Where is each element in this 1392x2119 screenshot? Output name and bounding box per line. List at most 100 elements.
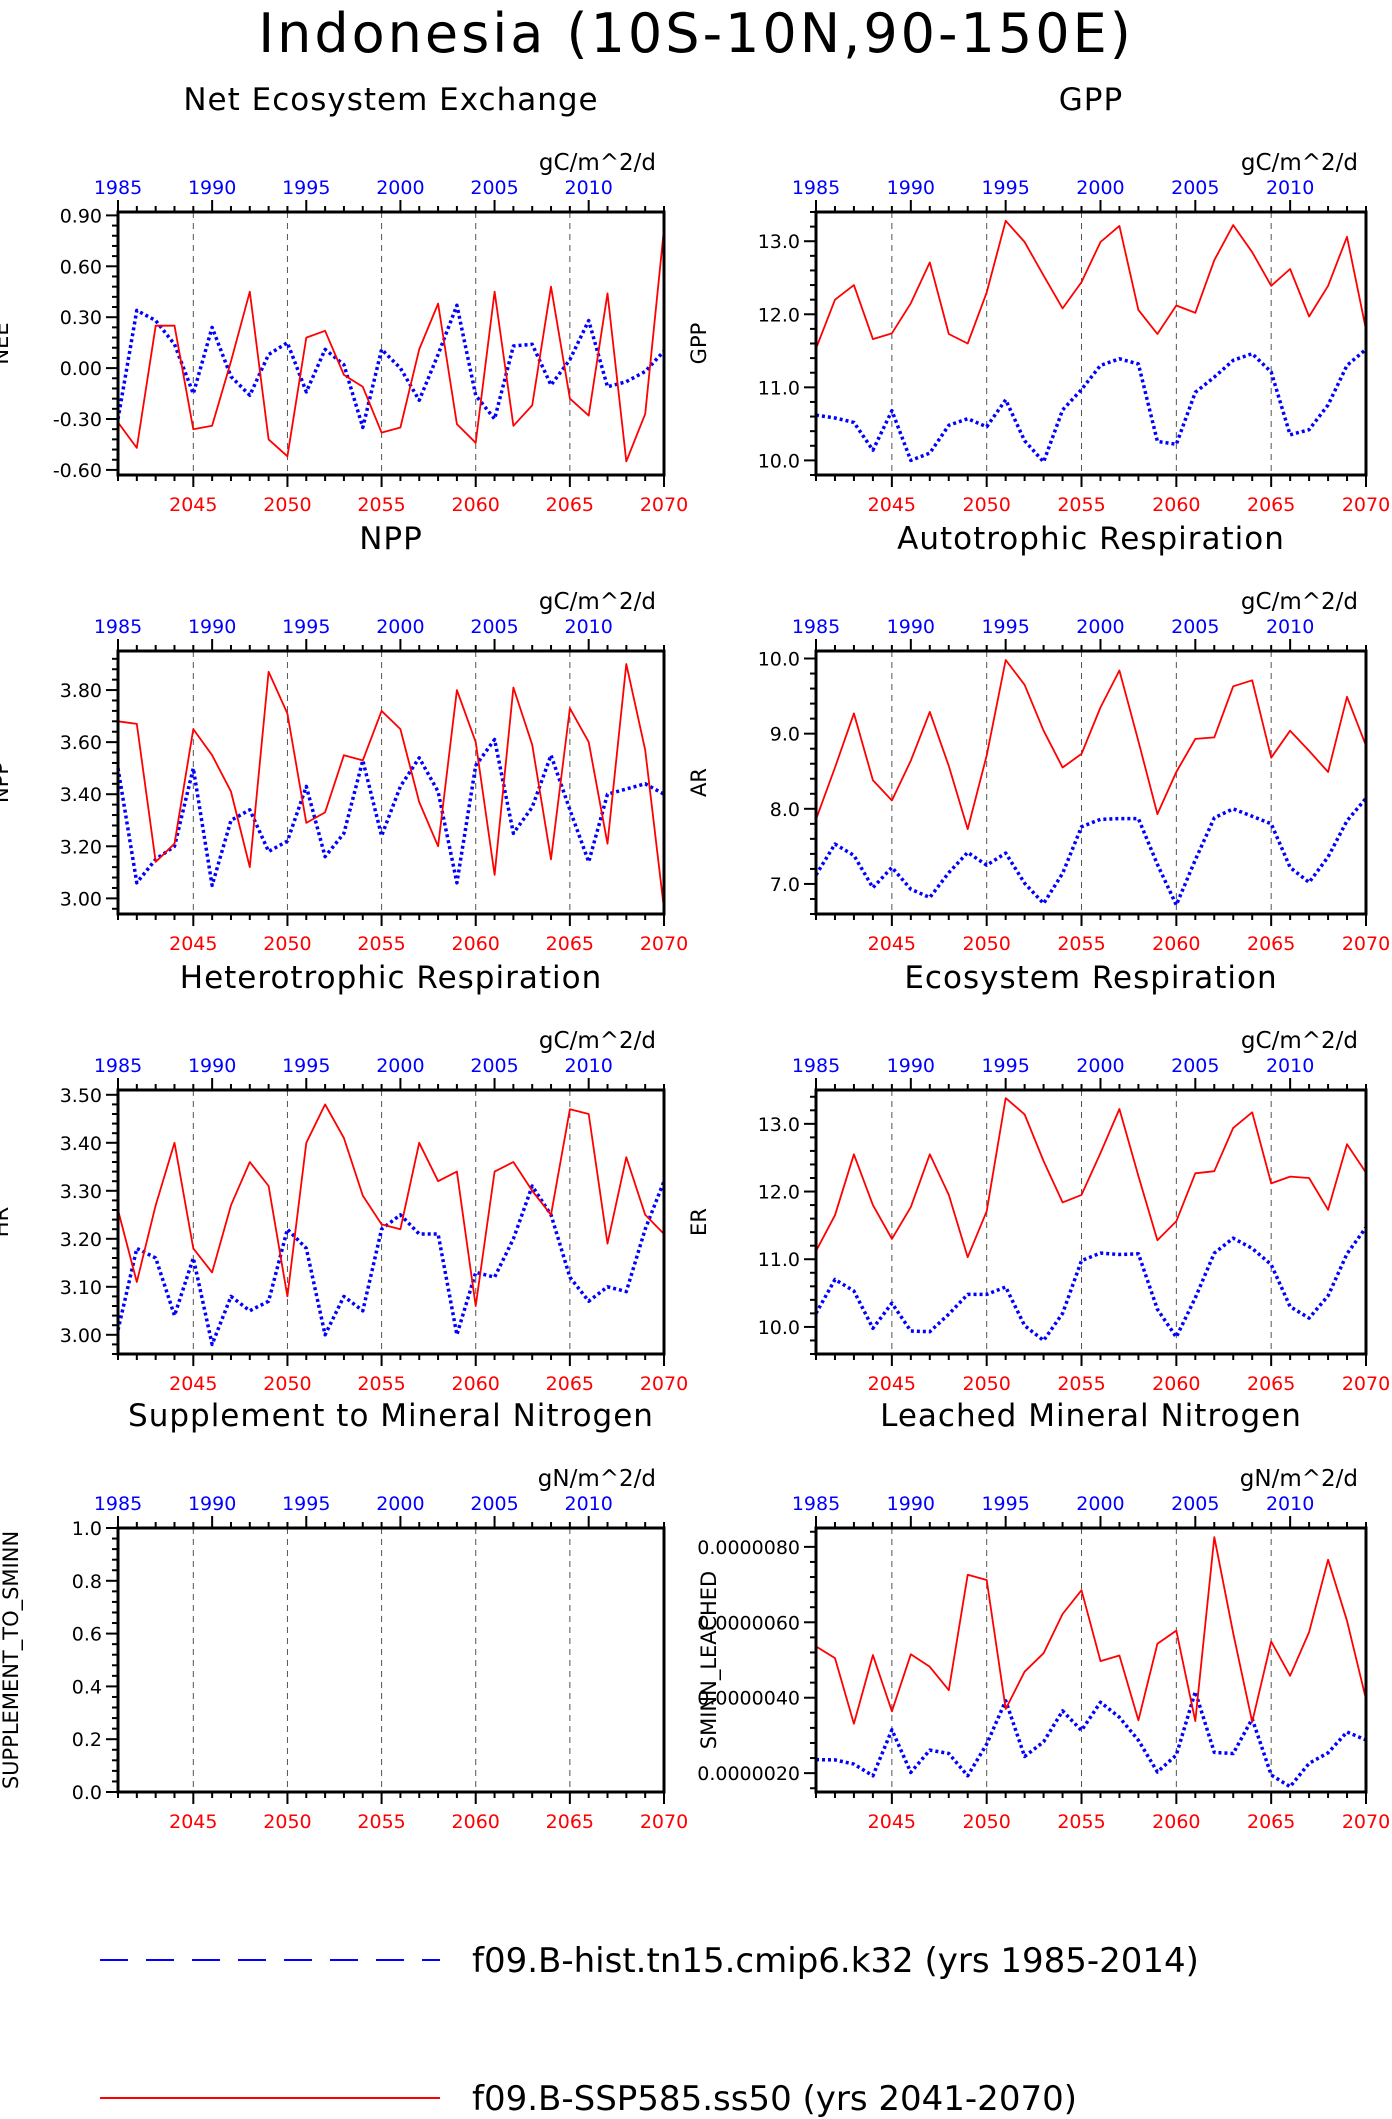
x-bottom-tick-label: 2065: [546, 1811, 594, 1833]
y-tick-label: 0.60: [60, 256, 102, 278]
x-bottom-tick-label: 2055: [357, 1373, 405, 1395]
x-bottom-tick-label: 2060: [1152, 1373, 1200, 1395]
series-line-historical: [815, 1689, 1367, 1789]
x-bottom-tick-label: 2070: [640, 1811, 688, 1833]
y-axis-label: AR: [687, 768, 711, 797]
y-tick-label: 0.0000080: [697, 1537, 800, 1559]
chart-title: Autotrophic Respiration: [897, 521, 1285, 557]
chart-panel: Heterotrophic Respiration gC/m^2/d HR 1985 1…: [0, 960, 688, 1395]
x-bottom-tick-label: 2060: [1152, 1811, 1200, 1833]
y-tick-label: 9.0: [770, 724, 800, 746]
x-top-tick-label: 2000: [376, 177, 424, 199]
x-bottom-tick-label: 2055: [1057, 1811, 1105, 1833]
x-top-tick-label: 2010: [1266, 1493, 1314, 1515]
x-bottom-tick-label: 2060: [1152, 494, 1200, 516]
x-top-tick-label: 1990: [188, 1493, 236, 1515]
x-bottom-tick-label: 2045: [169, 494, 217, 516]
y-tick-label: 10.0: [758, 450, 800, 472]
series-line-historical: [116, 1180, 666, 1347]
x-top-tick-label: 1990: [188, 177, 236, 199]
y-tick-label: 3.60: [60, 732, 102, 754]
chart-title: NPP: [359, 521, 423, 557]
x-top-tick-label: 1995: [981, 1493, 1029, 1515]
x-top-tick-label: 2005: [1171, 177, 1219, 199]
x-top-tick-label: 1990: [188, 1055, 236, 1077]
y-axis-label: ER: [687, 1208, 711, 1236]
plot-frame: [814, 649, 1368, 916]
plot-frame: [814, 210, 1368, 477]
series-line-future: [815, 1536, 1367, 1725]
x-bottom-tick-label: 2045: [868, 1811, 916, 1833]
x-top-tick-label: 1995: [981, 177, 1029, 199]
plot-frame: [116, 1088, 666, 1356]
x-top-tick-label: 1995: [981, 1055, 1029, 1077]
chart-panel: Ecosystem Respiration gC/m^2/d ER 1985 1990 1…: [687, 960, 1390, 1395]
x-bottom-tick-label: 2050: [963, 1811, 1011, 1833]
y-tick-label: 0.2: [72, 1729, 102, 1751]
y-tick-label: 3.20: [60, 1229, 102, 1251]
chart-title: Heterotrophic Respiration: [180, 960, 602, 996]
y-tick-label: 0.00: [60, 358, 102, 380]
x-bottom-tick-label: 2045: [169, 1373, 217, 1395]
x-top-tick-label: 1990: [887, 1055, 935, 1077]
series-line-historical: [814, 797, 1368, 907]
x-top-tick-label: 2010: [565, 1055, 613, 1077]
x-top-tick-label: 2010: [565, 616, 613, 638]
series-line-future: [117, 663, 665, 909]
y-tick-label: 13.0: [758, 231, 800, 253]
plot-frame: [814, 1526, 1368, 1794]
x-bottom-tick-label: 2065: [1247, 1811, 1295, 1833]
x-top-tick-label: 1985: [792, 177, 840, 199]
x-top-tick-label: 2000: [1076, 616, 1124, 638]
x-top-tick-label: 1985: [94, 177, 142, 199]
units-label: gC/m^2/d: [1241, 1028, 1358, 1054]
x-bottom-tick-label: 2065: [546, 933, 594, 955]
y-axis-label: HR: [0, 1207, 13, 1237]
y-tick-label: 3.00: [60, 888, 102, 910]
x-bottom-tick-label: 2055: [357, 494, 405, 516]
x-bottom-tick-label: 2050: [263, 1811, 311, 1833]
x-top-tick-label: 1985: [94, 1493, 142, 1515]
x-top-tick-label: 2000: [376, 1493, 424, 1515]
x-top-tick-label: 2010: [1266, 1055, 1314, 1077]
x-bottom-tick-label: 2050: [963, 1373, 1011, 1395]
x-bottom-tick-label: 2070: [1342, 1811, 1390, 1833]
y-tick-label: 3.40: [60, 784, 102, 806]
y-tick-label: 0.0000020: [697, 1763, 800, 1785]
x-top-tick-label: 2010: [565, 1493, 613, 1515]
x-bottom-tick-label: 2070: [1342, 494, 1390, 516]
y-tick-label: 8.0: [770, 799, 800, 821]
x-top-tick-label: 2005: [470, 1493, 518, 1515]
x-top-tick-label: 1990: [887, 177, 935, 199]
page-title: Indonesia (10S-10N,90-150E): [258, 2, 1134, 65]
x-bottom-tick-label: 2045: [169, 1811, 217, 1833]
x-bottom-tick-label: 2070: [640, 494, 688, 516]
series-line-historical: [116, 737, 665, 888]
y-tick-label: 10.0: [758, 649, 800, 671]
plot-frame: [814, 1088, 1368, 1356]
x-bottom-tick-label: 2060: [1152, 933, 1200, 955]
x-bottom-tick-label: 2065: [1247, 933, 1295, 955]
y-tick-label: 0.6: [72, 1624, 102, 1646]
x-top-tick-label: 1985: [94, 616, 142, 638]
y-tick-label: -0.30: [53, 409, 102, 431]
x-top-tick-label: 1990: [188, 616, 236, 638]
x-bottom-tick-label: 2060: [452, 1373, 500, 1395]
chart-title: Leached Mineral Nitrogen: [880, 1398, 1302, 1434]
y-tick-label: 3.00: [60, 1325, 102, 1347]
x-top-tick-label: 2005: [470, 177, 518, 199]
x-bottom-tick-label: 2060: [452, 494, 500, 516]
x-bottom-tick-label: 2055: [357, 933, 405, 955]
plot-frame: [116, 649, 666, 916]
y-tick-label: 3.50: [60, 1085, 102, 1107]
x-top-tick-label: 1995: [981, 616, 1029, 638]
x-top-tick-label: 2005: [1171, 1055, 1219, 1077]
series-line-future: [117, 228, 665, 463]
y-tick-label: 12.0: [758, 1182, 800, 1204]
x-bottom-tick-label: 2045: [169, 933, 217, 955]
x-top-tick-label: 2005: [470, 1055, 518, 1077]
y-tick-label: -0.60: [53, 460, 102, 482]
x-top-tick-label: 2005: [1171, 616, 1219, 638]
chart-title: Ecosystem Respiration: [904, 960, 1277, 996]
y-tick-label: 3.10: [60, 1277, 102, 1299]
